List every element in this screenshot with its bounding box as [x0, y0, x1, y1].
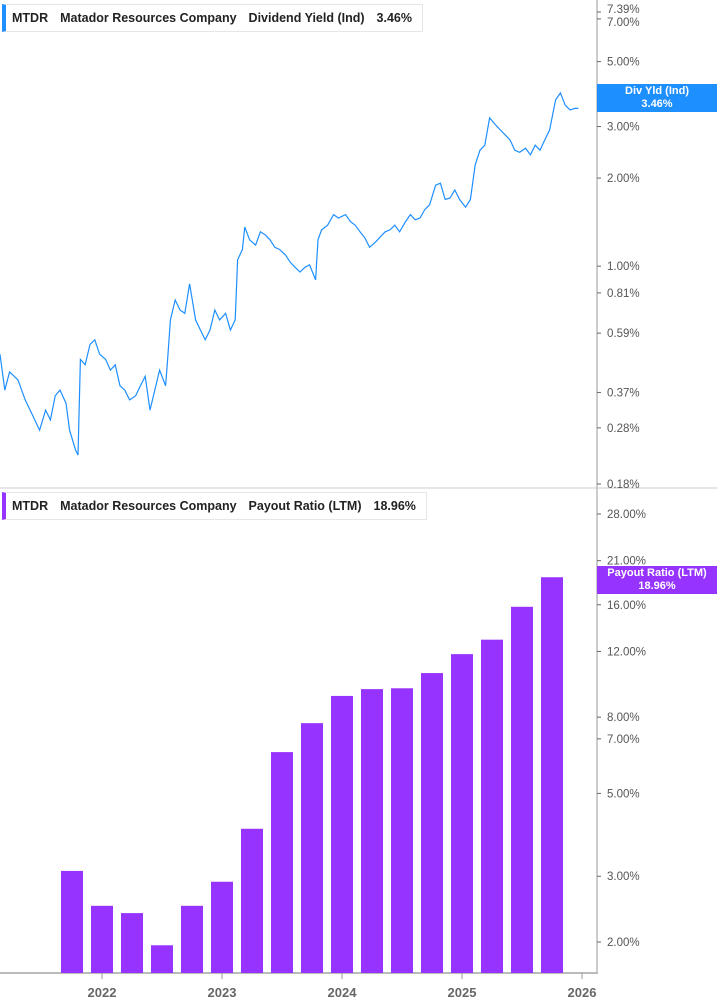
x-tick-label: 2026 [568, 985, 597, 1000]
y-tick-label: 2.00% [607, 173, 640, 185]
bottom-legend: MTDR Matador Resources Company Payout Ra… [2, 492, 427, 520]
dividend-yield-line [0, 91, 579, 456]
y-tick-label: 0.37% [607, 387, 640, 399]
payout-bar [121, 913, 143, 973]
legend-ticker: MTDR [12, 11, 49, 25]
x-tick-label: 2025 [448, 985, 477, 1000]
payout-bar [451, 654, 473, 973]
y-tick-label: 5.00% [607, 788, 640, 800]
y-tick-label: 1.00% [607, 261, 640, 273]
y-tick-label: 7.00% [607, 734, 640, 746]
payout-bar [481, 639, 503, 973]
y-tick-label: 28.00% [607, 509, 646, 521]
legend-metric: Payout Ratio (LTM) [248, 499, 362, 513]
payout-bar [241, 828, 263, 973]
y-tick-label: 0.28% [607, 423, 640, 435]
y-tick-label: 7.39% [607, 4, 640, 16]
payout-bar [391, 688, 413, 973]
tag-value: 3.46% [641, 98, 673, 110]
payout-bar [361, 689, 383, 973]
tag-value: 18.96% [638, 580, 676, 592]
y-tick-label: 12.00% [607, 646, 646, 658]
legend-company: Matador Resources Company [60, 11, 237, 25]
payout-bar [151, 945, 173, 973]
x-tick-label: 2022 [88, 985, 117, 1000]
payout-bar [541, 577, 563, 973]
y-tick-label: 3.00% [607, 122, 640, 134]
legend-company: Matador Resources Company [60, 499, 237, 513]
payout-bar [181, 905, 203, 973]
x-tick-label: 2024 [328, 985, 358, 1000]
yield-value-tag: Div Yld (Ind) 3.46% [597, 84, 717, 112]
payout-bar [301, 723, 323, 973]
x-tick-label: 2023 [208, 985, 237, 1000]
tag-label: Div Yld (Ind) [625, 85, 689, 97]
y-tick-label: 0.59% [607, 328, 640, 340]
legend-metric: Dividend Yield (Ind) [248, 11, 365, 25]
legend-value: 18.96% [373, 499, 416, 513]
y-tick-label: 0.81% [607, 288, 640, 300]
y-tick-label: 5.00% [607, 57, 640, 69]
tag-label: Payout Ratio (LTM) [607, 567, 707, 579]
payout-bar [91, 905, 113, 973]
y-tick-label: 2.00% [607, 937, 640, 949]
y-tick-label: 16.00% [607, 600, 646, 612]
payout-value-tag: Payout Ratio (LTM) 18.96% [597, 566, 717, 594]
legend-value: 3.46% [376, 11, 412, 25]
y-tick-label: 0.18% [607, 479, 640, 491]
payout-bar [61, 870, 83, 973]
payout-bar [421, 673, 443, 973]
payout-bar [511, 606, 533, 973]
payout-bar [331, 695, 353, 973]
y-tick-label: 21.00% [607, 556, 646, 568]
y-tick-label: 3.00% [607, 871, 640, 883]
y-tick-label: 8.00% [607, 712, 640, 724]
payout-bar [271, 752, 293, 973]
payout-bar [211, 881, 233, 973]
top-legend: MTDR Matador Resources Company Dividend … [2, 4, 423, 32]
y-tick-label: 7.00% [607, 17, 640, 29]
legend-ticker: MTDR [12, 499, 49, 513]
